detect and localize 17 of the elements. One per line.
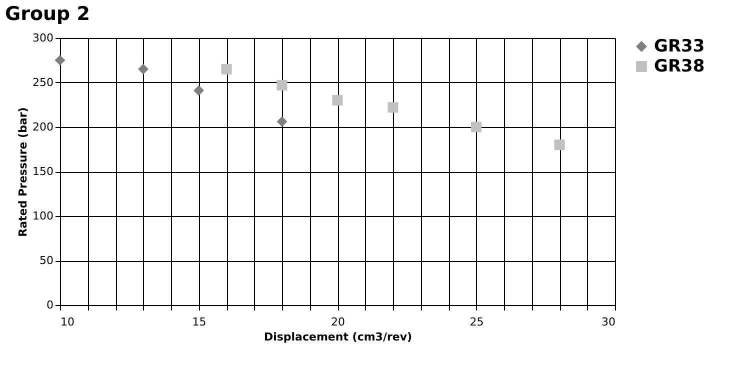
y-tick-label: 50 [40, 254, 54, 267]
y-tick-label: 250 [32, 76, 54, 89]
x-tick-label: 20 [331, 316, 345, 328]
chart-title: Group 2 [5, 3, 90, 25]
y-tick-label: 200 [32, 120, 54, 134]
y-tick-label: 300 [32, 32, 54, 44]
x-tick-label: 10 [60, 316, 74, 328]
y-axis-title: Rated Pressure (bar) [16, 107, 30, 237]
x-axis-title: Displacement (cm3/rev) [264, 330, 412, 344]
x-tick-label: 30 [602, 316, 616, 328]
y-tick-label: 0 [46, 298, 54, 312]
y-tick-label: 150 [32, 165, 54, 178]
x-tick-label: 15 [192, 316, 206, 328]
legend-label: GR38 [654, 56, 705, 76]
legend-label: GR33 [654, 36, 705, 56]
y-tick-label: 100 [32, 210, 54, 222]
x-tick-label: 25 [470, 316, 484, 328]
